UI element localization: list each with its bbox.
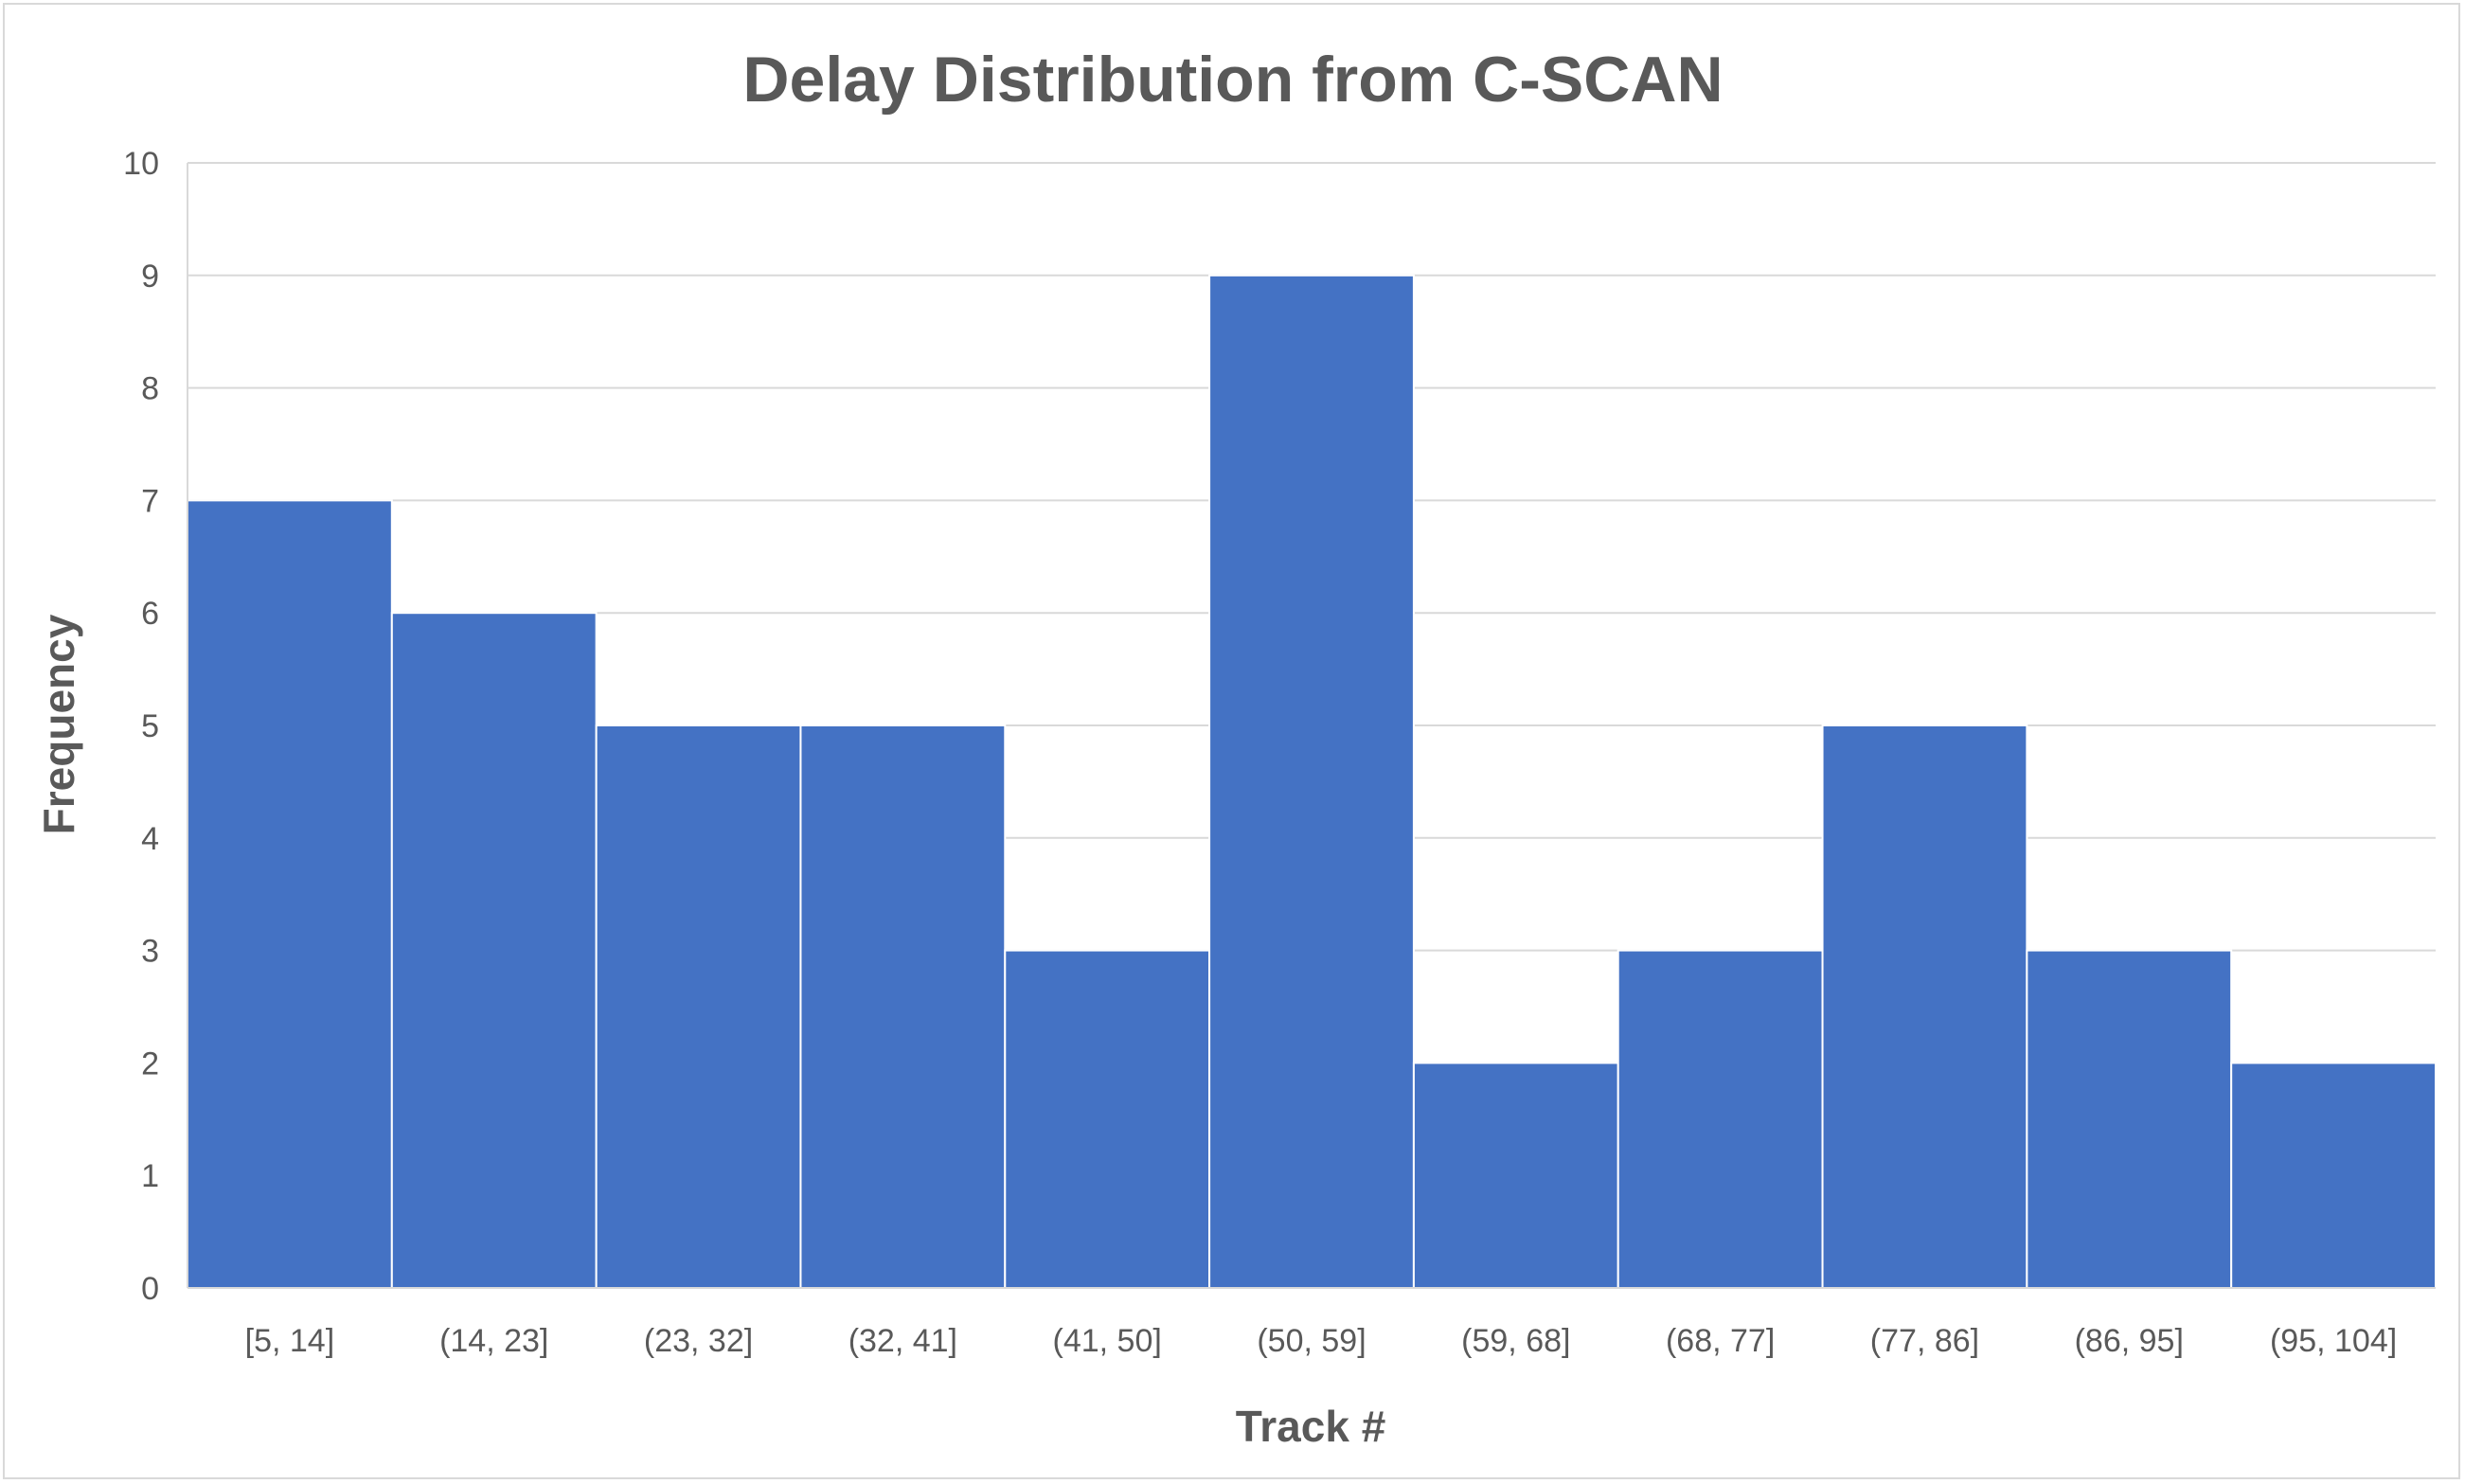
y-tick-label: 6 (141, 596, 159, 632)
x-tick-label: (86, 95] (2075, 1323, 2184, 1359)
bar (1617, 949, 1824, 1289)
x-tick-label: [5, 14] (245, 1323, 335, 1359)
bar (1208, 274, 1415, 1289)
y-tick-labels: 0 1 2 3 4 5 6 7 8 9 10 (123, 146, 159, 1307)
x-tick-label: (77, 86] (1870, 1323, 1979, 1359)
y-tick-label: 0 (141, 1271, 159, 1307)
chart-title: Delay Distribution from C-SCAN (742, 44, 1723, 116)
bar (390, 612, 598, 1289)
bar (1004, 949, 1211, 1289)
y-tick-label: 4 (141, 821, 159, 857)
x-tick-label: (59, 68] (1461, 1323, 1570, 1359)
bar (1821, 724, 2028, 1289)
bar (595, 724, 802, 1289)
x-tick-label: (23, 32] (644, 1323, 753, 1359)
bar (187, 499, 393, 1289)
y-tick-label: 3 (141, 934, 159, 970)
y-axis-title: Frequency (34, 614, 83, 834)
x-tick-label: (14, 23] (439, 1323, 548, 1359)
axes (187, 163, 2436, 1289)
x-axis-title: Track # (1236, 1402, 1386, 1451)
y-tick-label: 9 (141, 259, 159, 295)
x-tick-label: (68, 77] (1666, 1323, 1775, 1359)
x-tick-labels: [5, 14] (14, 23] (23, 32] (32, 41] (41, 50] (… (245, 1323, 2398, 1359)
bar (799, 724, 1007, 1289)
x-tick-label: (50, 59] (1257, 1323, 1366, 1359)
y-tick-label: 10 (123, 146, 159, 182)
x-tick-label: (41, 50] (1053, 1323, 1162, 1359)
bar (1412, 1062, 1619, 1290)
y-tick-label: 2 (141, 1046, 159, 1082)
bar (2026, 949, 2233, 1289)
y-tick-label: 1 (141, 1158, 159, 1194)
y-tick-label: 8 (141, 371, 159, 407)
bar (2230, 1062, 2438, 1290)
bars (187, 274, 2438, 1290)
x-tick-label: (32, 41] (848, 1323, 957, 1359)
y-tick-label: 7 (141, 483, 159, 519)
y-tick-label: 5 (141, 708, 159, 744)
x-tick-label: (95, 104] (2270, 1323, 2397, 1359)
